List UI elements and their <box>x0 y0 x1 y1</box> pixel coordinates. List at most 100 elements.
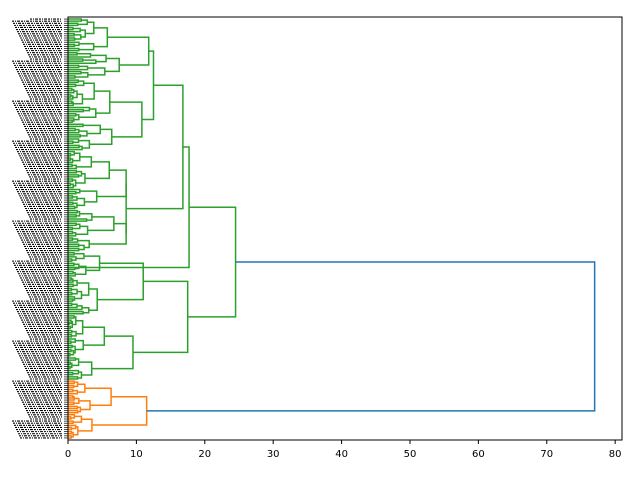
dendrogram-link <box>68 321 70 326</box>
dendrogram-link <box>109 101 143 138</box>
dendrogram-link <box>68 188 81 194</box>
dendrogram-link <box>68 51 78 56</box>
dendrogram-link <box>89 222 127 245</box>
dendrogram-link <box>75 339 84 351</box>
dendrogram-link <box>68 380 75 384</box>
dendrogram-link <box>68 251 75 256</box>
dendrogram-link <box>74 290 83 300</box>
dendrogram-link <box>72 179 77 187</box>
dendrogram-link <box>77 406 82 413</box>
dendrogram-link <box>68 119 73 123</box>
dendrogram-link <box>68 283 74 288</box>
x-tick-label: 60 <box>472 449 485 460</box>
dendrogram-link <box>68 329 73 334</box>
dendrogram-link <box>68 83 77 88</box>
dendrogram-link <box>75 319 84 335</box>
dendrogram-link <box>68 123 84 128</box>
dendrogram-link <box>68 164 78 170</box>
dendrogram-link <box>68 190 77 195</box>
dendrogram-link <box>68 371 74 376</box>
dendrogram-link <box>187 206 237 318</box>
dendrogram-link <box>68 270 74 275</box>
dendrogram-link <box>68 344 73 349</box>
dendrogram-link <box>68 325 71 330</box>
dendrogram-link <box>72 345 76 354</box>
dendrogram-link <box>68 361 71 366</box>
dendrogram-link <box>68 334 73 338</box>
dendrogram-link <box>73 93 84 105</box>
dendrogram-link <box>68 33 75 37</box>
dendrogram-link <box>141 50 155 121</box>
dendrogram-link <box>68 87 73 92</box>
dendrogram-link <box>68 128 80 134</box>
dendrogram-link <box>77 383 86 393</box>
dendrogram-link <box>68 134 81 138</box>
dendrogram-link <box>68 79 79 83</box>
dendrogram-link <box>68 169 77 174</box>
dendrogram-link <box>68 218 88 222</box>
dendrogram-link <box>73 415 83 423</box>
dendrogram-link <box>68 205 76 210</box>
dendrogram-link <box>89 128 113 146</box>
dendrogram-link <box>68 395 74 399</box>
dendrogram-link <box>107 36 150 66</box>
dendrogram-link <box>68 291 73 296</box>
dendrogram-link <box>68 201 74 206</box>
dendrogram-link <box>68 426 73 431</box>
dendrogram-link <box>68 315 75 319</box>
dendrogram-link <box>72 152 81 162</box>
dendrogram-links <box>68 50 596 426</box>
dendrogram-link <box>68 430 73 435</box>
dendrogram-link <box>68 144 80 149</box>
dendrogram-link <box>68 75 76 79</box>
dendrogram-link <box>68 117 75 122</box>
dendrogram-link <box>68 338 76 343</box>
dendrogram-link <box>75 265 87 276</box>
dendrogram-link <box>68 243 80 248</box>
dendrogram-link <box>68 287 73 292</box>
dendrogram-link <box>68 26 74 31</box>
dendrogram-link <box>88 288 98 311</box>
dendrogram-link <box>68 27 81 33</box>
dendrogram-link <box>68 303 78 309</box>
x-tick-label: 10 <box>130 449 143 460</box>
dendrogram-link <box>68 113 77 117</box>
dendrogram-link <box>78 400 91 411</box>
dendrogram-link <box>74 34 82 40</box>
dendrogram-link <box>68 376 79 380</box>
dendrogram-link <box>81 306 90 314</box>
dendrogram-link <box>68 108 84 113</box>
dendrogram-link <box>68 70 82 75</box>
dendrogram-link <box>68 226 74 231</box>
dendrogram-link <box>68 140 74 144</box>
x-tick-label: 70 <box>540 449 553 460</box>
dendrogram-link <box>68 22 79 27</box>
dendrogram-link <box>104 57 120 73</box>
dendrogram-link <box>87 67 106 76</box>
dendrogram-link <box>68 195 74 199</box>
x-axis: 0 10 20 30 40 50 60 70 80 <box>65 440 622 460</box>
dendrogram-link <box>76 156 93 168</box>
dendrogram-link <box>68 388 74 393</box>
dendrogram-link <box>84 161 111 180</box>
dendrogram-link <box>74 71 89 78</box>
dendrogram-link <box>68 214 77 218</box>
dendrogram-link <box>68 262 75 267</box>
dendrogram-link <box>68 435 73 439</box>
dendrogram-link <box>68 298 74 302</box>
dendrogram-link <box>96 169 127 198</box>
dendrogram-link <box>70 362 73 369</box>
dendrogram-link <box>90 54 107 63</box>
dendrogram-link <box>72 279 78 287</box>
dendrogram-link <box>76 210 81 217</box>
dendrogram-link <box>91 335 134 370</box>
dendrogram-link <box>68 146 190 269</box>
dendrogram-link <box>85 21 95 35</box>
dendrogram-link <box>132 280 189 354</box>
dendrogram-link <box>82 124 101 135</box>
dendrogram-link <box>77 418 93 432</box>
x-tick-label: 20 <box>198 449 211 460</box>
dendrogram-link <box>68 150 75 156</box>
dendrogram-link <box>68 420 74 424</box>
dendrogram-link <box>71 431 74 438</box>
